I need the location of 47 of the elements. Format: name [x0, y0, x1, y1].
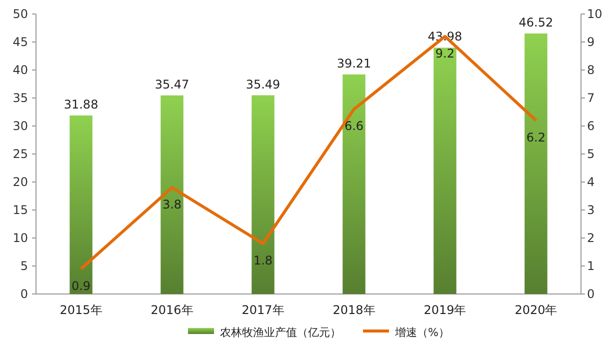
y-tick-label: 15 — [12, 203, 28, 217]
data-label: 6.2 — [526, 130, 546, 144]
y2-tick-label: 9 — [587, 35, 595, 49]
y2-tick-label: 10 — [587, 7, 602, 21]
y2-tick-label: 7 — [587, 91, 595, 105]
y2-tick-label: 5 — [587, 147, 595, 161]
data-label: 0.9 — [71, 278, 91, 293]
data-label: 35.49 — [246, 77, 280, 92]
y2-tick-label: 4 — [587, 175, 595, 189]
data-label: 6.6 — [344, 119, 364, 134]
data-label: 46.52 — [518, 15, 554, 30]
x-tick-label: 2017年 — [242, 303, 284, 317]
data-label: 35.47 — [154, 77, 190, 92]
y2-tick-label: 3 — [587, 203, 595, 217]
y-tick-label: 25 — [12, 147, 28, 161]
y-tick-label: 45 — [12, 35, 28, 49]
y-tick-label: 10 — [12, 231, 28, 245]
x-tick-label: 2016年 — [150, 303, 194, 317]
y-tick-label: 35 — [12, 91, 28, 105]
x-tick-label: 2020年 — [514, 303, 558, 317]
data-label: 9.2 — [435, 46, 455, 60]
bar — [70, 115, 92, 294]
y2-tick-label: 2 — [587, 231, 595, 245]
y-tick-label: 20 — [12, 175, 28, 189]
x-tick-label: 2015年 — [60, 303, 102, 317]
x-tick-label: 2018年 — [332, 303, 376, 317]
x-tick-label: 2019年 — [424, 303, 466, 317]
y-tick-label: 0 — [20, 287, 28, 301]
data-label: 3.8 — [162, 198, 182, 212]
bar — [434, 48, 456, 294]
bar — [524, 33, 548, 294]
legend-label: 农林牧渔业产值（亿元） — [220, 326, 341, 339]
y-tick-label: 5 — [20, 259, 28, 273]
y2-tick-label: 6 — [587, 119, 595, 133]
data-label: 39.21 — [336, 56, 372, 70]
y2-tick-label: 8 — [587, 63, 595, 77]
bar — [342, 74, 366, 294]
y-tick-label: 30 — [12, 119, 28, 133]
bar — [252, 95, 274, 294]
data-label: 31.88 — [64, 97, 98, 112]
y-tick-label: 50 — [12, 7, 28, 21]
bar — [160, 95, 184, 294]
data-label: 1.8 — [253, 254, 273, 268]
y2-tick-label: 1 — [587, 259, 595, 273]
legend-label: 增速（%） — [394, 326, 450, 339]
y-tick-label: 40 — [12, 63, 28, 77]
y2-tick-label: 0 — [587, 287, 595, 301]
